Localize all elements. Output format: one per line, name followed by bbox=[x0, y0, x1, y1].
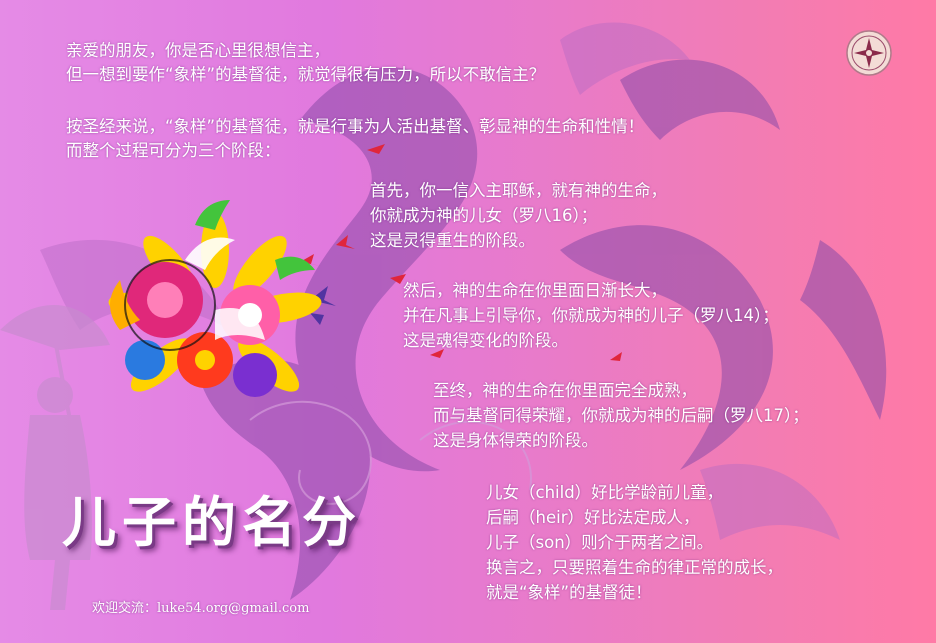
summary-line-5: 就是“象样”的基督徒！ bbox=[486, 583, 652, 602]
intro-line-4: 而整个过程可分为三个阶段： bbox=[66, 141, 281, 160]
stage-1-line-3: 这是灵得重生的阶段。 bbox=[370, 231, 535, 250]
stage-3-line-2: 而与基督同得荣耀，你就成为神的后嗣（罗八17）； bbox=[433, 406, 809, 425]
child-with-umbrella-silhouette-icon bbox=[0, 304, 110, 610]
stage-1-line-2: 你就成为神的儿女（罗八16）； bbox=[370, 206, 598, 225]
stage-3-line-3: 这是身体得荣的阶段。 bbox=[433, 431, 598, 450]
stage-3-line-1: 至终，神的生命在你里面完全成熟， bbox=[433, 381, 697, 400]
summary-line-2: 后嗣（heir）好比法定成人， bbox=[486, 508, 700, 527]
summary-line-3: 儿子（son）则介于两者之间。 bbox=[486, 533, 714, 552]
flower-bouquet-icon bbox=[108, 200, 322, 397]
poster-title: 儿子的名分 bbox=[62, 491, 362, 554]
stage-2-line-1: 然后，神的生命在你里面日渐长大， bbox=[403, 281, 667, 300]
stage-1-line-1: 首先，你一信入主耶稣，就有神的生命， bbox=[370, 181, 667, 200]
summary-line-1: 儿女（child）好比学龄前儿童， bbox=[486, 483, 724, 502]
ornamental-cross-emblem-icon bbox=[846, 30, 892, 76]
contact-email: 欢迎交流：luke54.org@gmail.com bbox=[92, 601, 310, 616]
intro-line-3: 按圣经来说，“象样”的基督徒，就是行事为人活出基督、彰显神的生命和性情！ bbox=[66, 117, 645, 136]
summary-line-4: 换言之，只要照着生命的律正常的成长， bbox=[486, 558, 783, 577]
stage-2-line-2: 并在凡事上引导你，你就成为神的儿子（罗八14）； bbox=[403, 306, 779, 325]
stage-2-line-3: 这是魂得变化的阶段。 bbox=[403, 331, 568, 350]
intro-line-1: 亲爱的朋友，你是否心里很想信主， bbox=[66, 41, 330, 60]
intro-line-2: 但一想到要作“象样”的基督徒，就觉得很有压力，所以不敢信主？ bbox=[66, 65, 546, 84]
